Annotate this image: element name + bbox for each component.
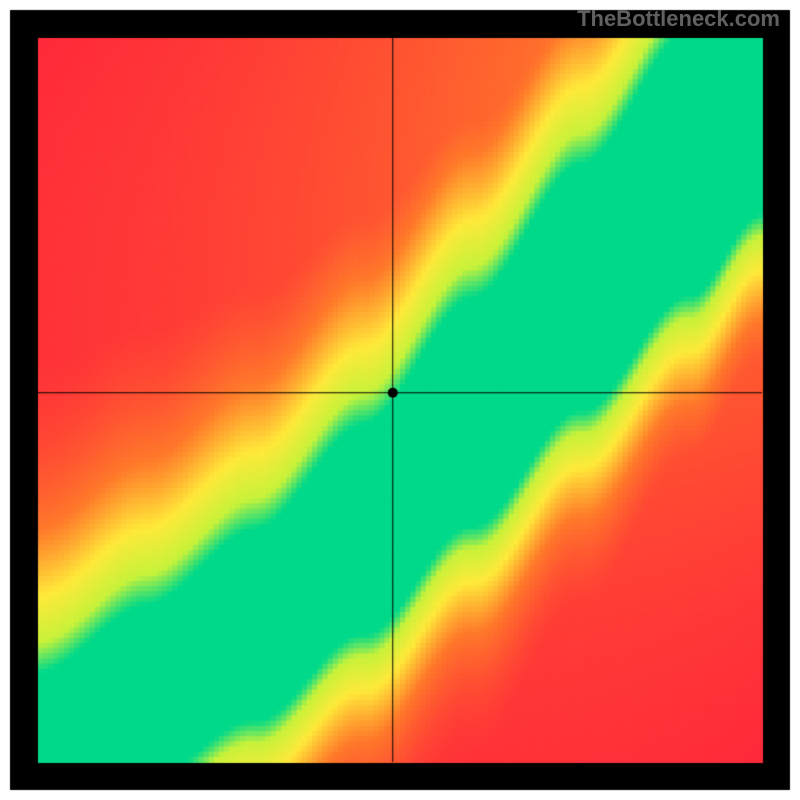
watermark-text: TheBottleneck.com [577, 6, 780, 32]
heatmap-canvas [0, 0, 800, 800]
chart-stage: TheBottleneck.com [0, 0, 800, 800]
